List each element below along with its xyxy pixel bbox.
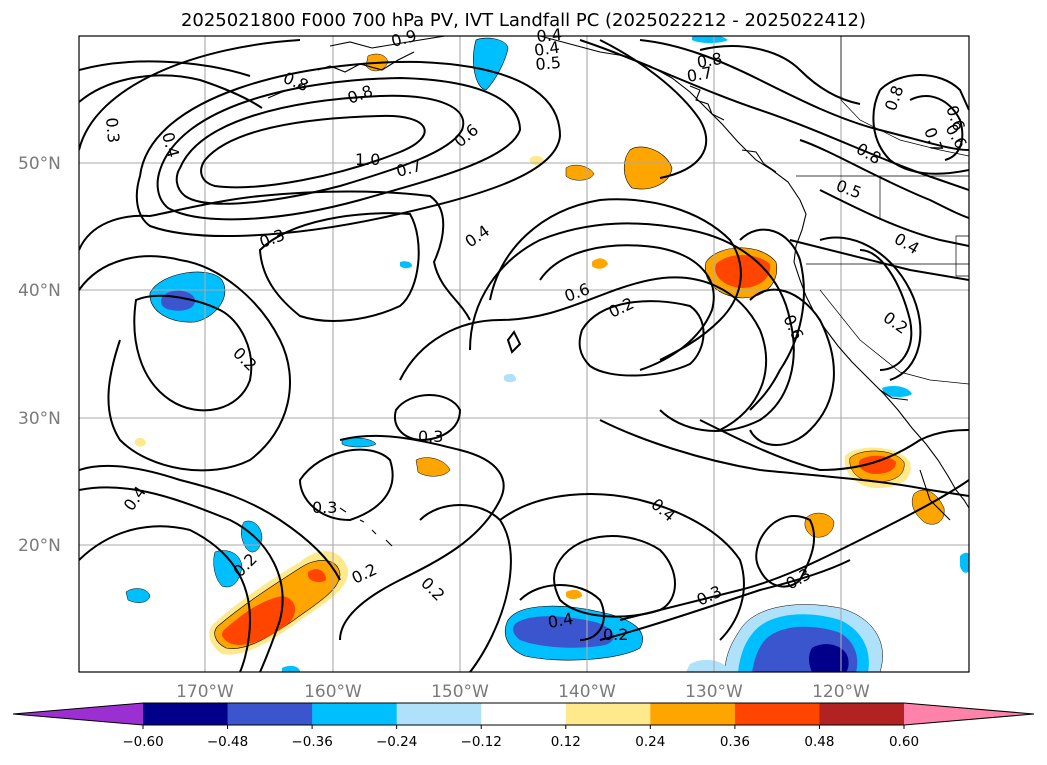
contour-label: 0.2 bbox=[603, 625, 628, 644]
contour-label: 0.2 bbox=[417, 573, 448, 604]
contour-label: 0.9 bbox=[389, 26, 419, 51]
contour-label: 0.8 bbox=[881, 83, 908, 113]
colorbar: −0.60 −0.48 −0.36 −0.24 −0.12 0.12 0.24 0.36 0.4… bbox=[12, 702, 1035, 750]
contour-label: 0.7 bbox=[685, 63, 713, 86]
colorbar-tick-label: −0.12 bbox=[461, 734, 502, 750]
contour-label: 0.3 bbox=[257, 225, 287, 252]
lat-tick-label: 50°N bbox=[18, 154, 61, 174]
contour-label: 0.6 bbox=[779, 312, 807, 343]
colorbar-tick-label: 0.36 bbox=[720, 734, 750, 750]
lon-tick-label: 130°W bbox=[685, 682, 743, 702]
colorbar-segment bbox=[396, 703, 482, 725]
colorbar-segment bbox=[819, 703, 905, 725]
lon-tick-label: 150°W bbox=[431, 682, 489, 702]
lon-tick-label: 160°W bbox=[304, 682, 362, 702]
colorbar-tick-label: −0.48 bbox=[207, 734, 248, 750]
chart-title: 2025021800 F000 700 hPa PV, IVT Landfall… bbox=[180, 10, 867, 31]
pv-contours bbox=[79, 39, 969, 672]
lon-tick-label: 140°W bbox=[558, 682, 616, 702]
contour-label: 0.2 bbox=[349, 560, 380, 588]
colorbar-tick-label: 0.60 bbox=[889, 734, 919, 750]
lon-tick-label: 120°W bbox=[812, 682, 870, 702]
contour-label: 0.3 bbox=[312, 498, 337, 517]
colorbar-segment bbox=[565, 703, 651, 725]
contour-label: 0.3 bbox=[694, 582, 725, 610]
colorbar-tick-label: 0.24 bbox=[635, 734, 665, 750]
contour-label: 0.4 bbox=[158, 130, 183, 160]
colorbar-tick-label: −0.36 bbox=[291, 734, 332, 750]
contour-label: 0.6 bbox=[450, 120, 482, 151]
contour-label: 0.8 bbox=[853, 139, 885, 168]
contour-label: 0.2 bbox=[606, 294, 637, 322]
map-frame bbox=[78, 35, 970, 673]
lat-tick-label: 40°N bbox=[18, 281, 61, 301]
contour-label: 0.3 bbox=[102, 117, 123, 144]
contour-label: 0.4 bbox=[647, 495, 679, 526]
contour-label: 0.4 bbox=[461, 221, 493, 251]
contour-label: 0.4 bbox=[546, 609, 574, 632]
contour-label: 0.2 bbox=[880, 308, 912, 338]
contour-label: 0.3 bbox=[418, 427, 443, 446]
colorbar-tick-label: −0.24 bbox=[376, 734, 417, 750]
lat-tick-label: 20°N bbox=[18, 536, 61, 556]
lat-tick-label: 30°N bbox=[18, 409, 61, 429]
contour-label: 0.8 bbox=[695, 49, 723, 72]
anomaly-shading bbox=[125, 36, 969, 672]
colorbar-segment bbox=[650, 703, 736, 725]
colorbar-segment bbox=[227, 703, 313, 725]
colorbar-tick-label: 0.12 bbox=[551, 734, 581, 750]
contour-label: 1.0 bbox=[355, 150, 380, 169]
lat-tick-labels: 50°N 40°N 30°N 20°N bbox=[18, 154, 61, 556]
contour-label: 0.8 bbox=[345, 81, 375, 108]
contour-label: 0.7 bbox=[394, 156, 424, 181]
lat-lon-grid bbox=[79, 36, 969, 672]
colorbar-extend-max bbox=[904, 703, 1034, 725]
colorbar-segment bbox=[143, 703, 229, 725]
colorbar-extend-min bbox=[13, 703, 143, 725]
colorbar-segment bbox=[481, 703, 567, 725]
coastlines bbox=[267, 36, 969, 547]
colorbar-tick-label: 0.48 bbox=[804, 734, 834, 750]
colorbar-tick-label: −0.60 bbox=[122, 734, 163, 750]
lon-tick-labels: 170°W 160°W 150°W 140°W 130°W 120°W bbox=[176, 682, 870, 702]
colorbar-segment bbox=[312, 703, 398, 725]
colorbar-segment bbox=[734, 703, 820, 725]
contour-label: 0.4 bbox=[533, 38, 561, 60]
contour-label: 0.6 bbox=[562, 279, 592, 306]
contour-label: 0.5 bbox=[535, 53, 562, 74]
lon-tick-label: 170°W bbox=[176, 682, 234, 702]
contour-label: 0.3 bbox=[783, 564, 815, 593]
contour-label: 0.2 bbox=[229, 343, 260, 374]
